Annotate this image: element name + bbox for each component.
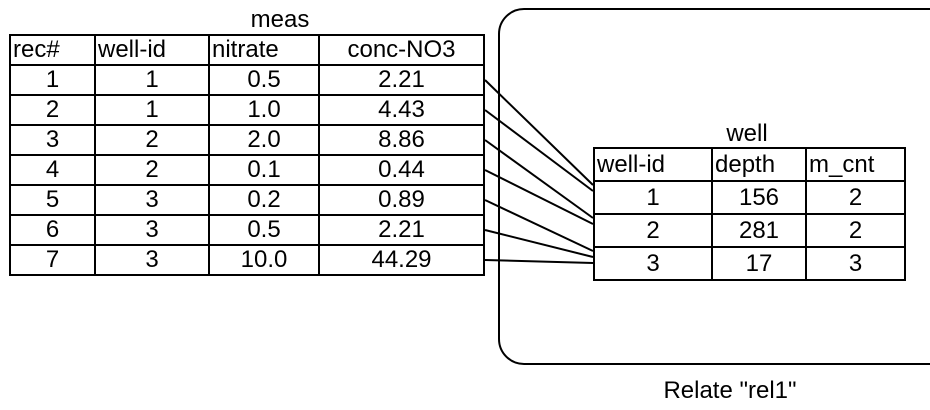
meas-cell-conc: 4.43 bbox=[318, 94, 485, 126]
relate-box bbox=[498, 8, 930, 365]
meas-cell-nitrate: 1.0 bbox=[208, 94, 320, 126]
relationship-line bbox=[484, 109, 594, 192]
relationship-line bbox=[484, 139, 594, 219]
meas-cell-well-id: 1 bbox=[94, 64, 210, 96]
meas-header-nitrate: nitrate bbox=[208, 34, 320, 66]
meas-cell-well-id: 3 bbox=[94, 244, 210, 276]
table-row: 4 2 0.1 0.44 bbox=[9, 154, 485, 186]
meas-cell-rec: 2 bbox=[9, 94, 96, 126]
meas-cell-conc: 2.21 bbox=[318, 64, 485, 96]
meas-cell-rec: 1 bbox=[9, 64, 96, 96]
relationship-line bbox=[484, 259, 594, 264]
table-row: 2 281 2 bbox=[593, 213, 906, 248]
meas-cell-rec: 7 bbox=[9, 244, 96, 276]
relationship-line bbox=[484, 199, 594, 252]
meas-cell-conc: 8.86 bbox=[318, 124, 485, 156]
meas-cell-rec: 6 bbox=[9, 214, 96, 246]
relationship-line bbox=[484, 169, 594, 225]
meas-header-row: rec# well-id nitrate conc-NO3 bbox=[9, 34, 485, 66]
table-row: 2 1 1.0 4.43 bbox=[9, 94, 485, 126]
meas-cell-well-id: 3 bbox=[94, 184, 210, 216]
relationship-line bbox=[484, 79, 594, 186]
well-cell-depth: 156 bbox=[711, 180, 807, 215]
well-cell-m-cnt: 2 bbox=[805, 180, 906, 215]
meas-cell-rec: 5 bbox=[9, 184, 96, 216]
well-cell-well-id: 2 bbox=[593, 213, 713, 248]
meas-cell-conc: 0.44 bbox=[318, 154, 485, 186]
well-cell-m-cnt: 3 bbox=[805, 246, 906, 281]
table-row: 5 3 0.2 0.89 bbox=[9, 184, 485, 216]
relationship-line bbox=[484, 229, 594, 258]
well-header-row: well-id depth m_cnt bbox=[593, 147, 906, 182]
meas-title: meas bbox=[250, 6, 310, 33]
table-row: 1 156 2 bbox=[593, 180, 906, 215]
table-row: 7 3 10.0 44.29 bbox=[9, 244, 485, 276]
meas-header-conc: conc-NO3 bbox=[318, 34, 485, 66]
well-cell-depth: 281 bbox=[711, 213, 807, 248]
well-cell-m-cnt: 2 bbox=[805, 213, 906, 248]
well-cell-depth: 17 bbox=[711, 246, 807, 281]
well-title: well bbox=[726, 120, 768, 147]
meas-cell-conc: 0.89 bbox=[318, 184, 485, 216]
table-row: 3 2 2.0 8.86 bbox=[9, 124, 485, 156]
meas-cell-rec: 4 bbox=[9, 154, 96, 186]
meas-cell-well-id: 1 bbox=[94, 94, 210, 126]
meas-cell-nitrate: 0.1 bbox=[208, 154, 320, 186]
meas-cell-nitrate: 0.5 bbox=[208, 214, 320, 246]
table-row: 6 3 0.5 2.21 bbox=[9, 214, 485, 246]
meas-cell-nitrate: 0.5 bbox=[208, 64, 320, 96]
meas-cell-well-id: 3 bbox=[94, 214, 210, 246]
well-cell-well-id: 3 bbox=[593, 246, 713, 281]
meas-cell-conc: 2.21 bbox=[318, 214, 485, 246]
meas-cell-conc: 44.29 bbox=[318, 244, 485, 276]
table-row: 3 17 3 bbox=[593, 246, 906, 281]
meas-cell-nitrate: 10.0 bbox=[208, 244, 320, 276]
well-header-depth: depth bbox=[711, 147, 807, 182]
meas-cell-well-id: 2 bbox=[94, 154, 210, 186]
meas-cell-nitrate: 2.0 bbox=[208, 124, 320, 156]
table-row: 1 1 0.5 2.21 bbox=[9, 64, 485, 96]
well-header-well-id: well-id bbox=[593, 147, 713, 182]
meas-header-rec: rec# bbox=[9, 34, 96, 66]
well-table: well-id depth m_cnt 1 156 2 2 281 2 3 17… bbox=[593, 147, 906, 281]
meas-header-well-id: well-id bbox=[94, 34, 210, 66]
meas-cell-well-id: 2 bbox=[94, 124, 210, 156]
meas-table: rec# well-id nitrate conc-NO3 1 1 0.5 2.… bbox=[9, 34, 485, 276]
meas-cell-rec: 3 bbox=[9, 124, 96, 156]
relate-caption: Relate "rel1" bbox=[663, 377, 797, 404]
well-header-m-cnt: m_cnt bbox=[805, 147, 906, 182]
well-cell-well-id: 1 bbox=[593, 180, 713, 215]
meas-cell-nitrate: 0.2 bbox=[208, 184, 320, 216]
